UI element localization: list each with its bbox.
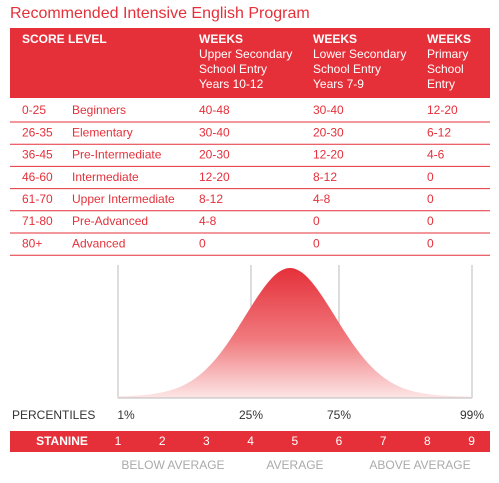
header-cell: WEEKS (313, 32, 357, 46)
stanine-value: 5 (291, 434, 298, 448)
percentile: 75% (327, 408, 351, 422)
header-cell: SCORE LEVEL (22, 32, 107, 46)
stanine-label: STANINE (36, 434, 88, 448)
table-cell: 46-60 (22, 170, 53, 184)
stanine-bar (10, 431, 490, 452)
stanine-value: 8 (424, 434, 431, 448)
table-cell: 36-45 (22, 148, 53, 162)
header-cell: Lower Secondary (313, 47, 406, 61)
header-cell: Years 7-9 (313, 77, 364, 91)
table-cell: 26-35 (22, 125, 53, 139)
table-cell: 4-6 (427, 148, 445, 162)
stanine-value: 4 (247, 434, 254, 448)
table-cell: 61-70 (22, 192, 53, 206)
table-cell: 0 (427, 214, 434, 228)
header-cell: Upper Secondary (199, 47, 292, 61)
table-cell: 8-12 (313, 170, 337, 184)
table-cell: 8-12 (199, 192, 223, 206)
table-cell: 4-8 (313, 192, 331, 206)
table-cell: Pre-Intermediate (72, 148, 162, 162)
title: Recommended Intensive English Program (10, 5, 310, 22)
table-cell: 0 (199, 236, 206, 250)
stanine-value: 1 (115, 434, 122, 448)
table-cell: 71-80 (22, 214, 53, 228)
band-label: ABOVE AVERAGE (369, 458, 470, 472)
table-cell: Beginners (72, 103, 126, 117)
stanine-value: 9 (468, 434, 475, 448)
table-cell: 0 (427, 192, 434, 206)
table-cell: 0 (427, 170, 434, 184)
table-cell: 30-40 (313, 103, 344, 117)
stanine-value: 6 (336, 434, 343, 448)
stanine-value: 7 (380, 434, 387, 448)
table-cell: Pre-Advanced (72, 214, 148, 228)
table-cell: Intermediate (72, 170, 139, 184)
percentile: 1% (117, 408, 135, 422)
header-cell: Years 10-12 (199, 77, 264, 91)
table-cell: 20-30 (313, 125, 344, 139)
table-cell: 12-20 (199, 170, 230, 184)
table-cell: 0-25 (22, 103, 46, 117)
percentile: 99% (460, 408, 484, 422)
table-cell: Upper Intermediate (72, 192, 175, 206)
table-cell: 0 (427, 236, 434, 250)
table-cell: 6-12 (427, 125, 451, 139)
table-cell: 0 (313, 214, 320, 228)
table-cell: Advanced (72, 236, 125, 250)
table-header-bg (10, 28, 490, 98)
bell-area (117, 265, 473, 399)
header-cell: Entry (427, 77, 455, 91)
header-cell: WEEKS (427, 32, 471, 46)
bell-curve (118, 268, 472, 398)
band-label: AVERAGE (266, 458, 323, 472)
percentile: 25% (239, 408, 263, 422)
table-cell: 4-8 (199, 214, 217, 228)
header-cell: Primary (427, 47, 468, 61)
band-label: BELOW AVERAGE (121, 458, 224, 472)
percentiles-label: PERCENTILES (12, 408, 95, 422)
table-cell: 12-20 (427, 103, 458, 117)
table-cell: 20-30 (199, 148, 230, 162)
table-cell: 0 (313, 236, 320, 250)
stanine-value: 2 (159, 434, 166, 448)
table-cell: 30-40 (199, 125, 230, 139)
header-cell: WEEKS (199, 32, 243, 46)
table-cell: 40-48 (199, 103, 230, 117)
header-cell: School Entry (313, 62, 381, 76)
header-cell: School (427, 62, 464, 76)
table-cell: 12-20 (313, 148, 344, 162)
table-cell: Elementary (72, 125, 133, 139)
header-cell: School Entry (199, 62, 267, 76)
table-cell: 80+ (22, 236, 42, 250)
stanine-value: 3 (203, 434, 210, 448)
